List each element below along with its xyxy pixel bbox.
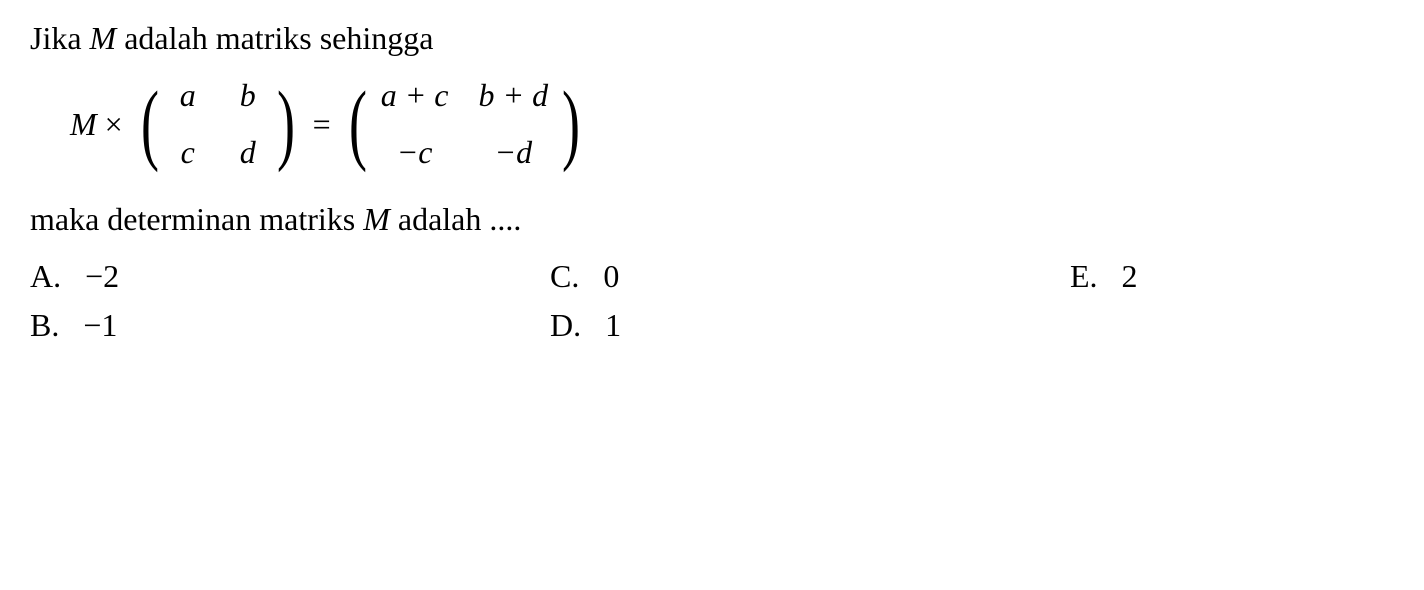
matrix-right-content: a + c b + d −c −d [373, 77, 556, 171]
matrix-right-cell: −c [381, 134, 449, 171]
matrix-right: ( a + c b + d −c −d ) [343, 77, 586, 171]
question-intro: Jika M adalah matriks sehingga [30, 20, 1394, 57]
option-value: 0 [603, 258, 619, 295]
matrix-left-cell: a [173, 77, 203, 114]
question-followup: maka determinan matriks M adalah .... [30, 201, 1394, 238]
followup-prefix: maka determinan matriks [30, 201, 363, 237]
option-letter: B. [30, 307, 59, 344]
right-paren-open: ( [349, 88, 367, 160]
option-letter: A. [30, 258, 61, 295]
left-paren-close: ) [277, 88, 295, 160]
intro-variable: M [90, 20, 117, 56]
option-c: C. 0 [550, 258, 1070, 295]
followup-suffix: adalah .... [390, 201, 522, 237]
followup-variable: M [363, 201, 390, 237]
option-letter: E. [1070, 258, 1098, 295]
left-paren-open: ( [141, 88, 159, 160]
intro-suffix: adalah matriks sehingga [116, 20, 433, 56]
option-value: −1 [83, 307, 117, 344]
option-b: B. −1 [30, 307, 550, 344]
intro-prefix: Jika [30, 20, 90, 56]
matrix-left: ( a b c d ) [135, 77, 301, 171]
option-e: E. 2 [1070, 258, 1394, 295]
matrix-left-cell: c [173, 134, 203, 171]
lhs-variable: M [70, 106, 97, 143]
matrix-right-cell: b + d [479, 77, 549, 114]
equation: M × ( a b c d ) = ( a + c b + d −c −d ) [70, 77, 1394, 171]
option-letter: C. [550, 258, 579, 295]
matrix-left-cell: d [233, 134, 263, 171]
matrix-left-cell: b [233, 77, 263, 114]
matrix-right-cell: a + c [381, 77, 449, 114]
matrix-right-cell: −d [479, 134, 549, 171]
right-paren-close: ) [562, 88, 580, 160]
option-a: A. −2 [30, 258, 550, 295]
multiply-symbol: × [105, 106, 123, 143]
matrix-left-content: a b c d [165, 77, 271, 171]
equals-symbol: = [313, 106, 331, 143]
option-value: 2 [1122, 258, 1138, 295]
answer-options: A. −2 C. 0 E. 2 B. −1 D. 1 [30, 258, 1394, 344]
option-value: 1 [605, 307, 621, 344]
option-value: −2 [85, 258, 119, 295]
option-letter: D. [550, 307, 581, 344]
option-d: D. 1 [550, 307, 1070, 344]
